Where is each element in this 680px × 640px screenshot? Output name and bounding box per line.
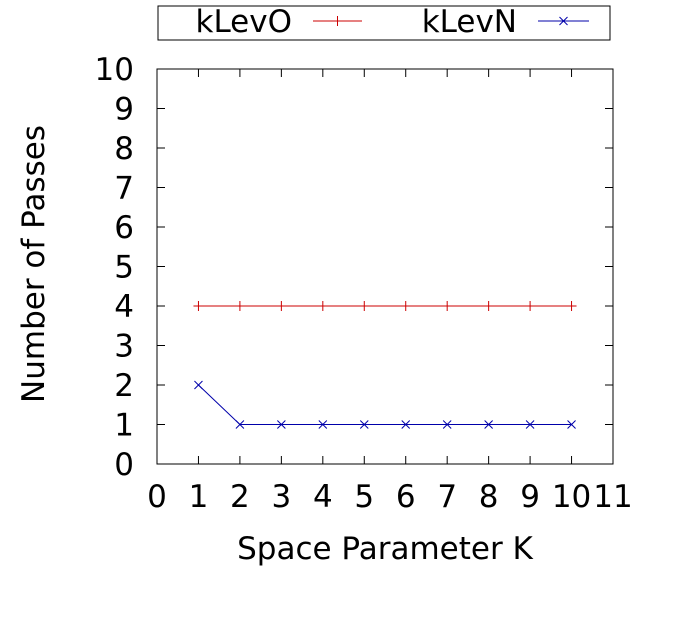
legend-marker xyxy=(559,16,568,26)
y-axis: 01 23 45 67 89 10 xyxy=(95,52,613,483)
y-tick-label: 5 xyxy=(114,250,134,286)
x-axis: 0 1 2 3 4 5 6 7 8 9 10 11 xyxy=(147,69,633,515)
y-tick-label: 2 xyxy=(114,368,134,404)
data-point-kLevO xyxy=(566,301,577,311)
y-tick-label: 7 xyxy=(114,171,134,207)
legend: kLevO kLevN xyxy=(196,4,589,40)
legend-label: kLevO xyxy=(196,4,293,40)
data-point-kLevO xyxy=(234,301,245,311)
y-tick-label: 6 xyxy=(114,210,134,246)
x-tick-label: 2 xyxy=(230,479,250,515)
plot-area xyxy=(193,301,577,429)
y-axis-title: Number of Passes xyxy=(16,125,52,403)
x-tick-label: 8 xyxy=(479,479,499,515)
x-tick-label: 4 xyxy=(313,479,333,515)
series-line-kLevN xyxy=(198,384,572,425)
legend-item-kLevO: kLevO xyxy=(196,4,362,40)
legend-label: kLevN xyxy=(422,4,517,40)
data-point-kLevO xyxy=(442,301,453,311)
data-point-kLevN xyxy=(318,420,328,429)
data-point-kLevO xyxy=(276,301,287,311)
data-point-kLevN xyxy=(401,420,411,429)
data-point-kLevN xyxy=(442,420,452,429)
y-tick-label: 8 xyxy=(114,131,134,167)
x-axis-title: Space Parameter K xyxy=(237,531,533,567)
data-point-kLevN xyxy=(484,420,493,429)
x-tick-label: 3 xyxy=(271,479,291,515)
y-tick-label: 0 xyxy=(114,447,134,483)
data-point-kLevN xyxy=(235,420,245,429)
data-point-kLevN xyxy=(277,420,286,429)
x-tick-label: 11 xyxy=(593,479,632,515)
data-point-kLevN xyxy=(194,380,203,390)
data-point-kLevN xyxy=(359,420,369,429)
y-tick-label: 9 xyxy=(114,92,134,128)
y-tick-label: 4 xyxy=(114,289,134,325)
plot-frame xyxy=(156,68,614,465)
legend-item-kLevN: kLevN xyxy=(422,4,589,40)
x-tick-label: 10 xyxy=(552,479,591,515)
data-point-kLevO xyxy=(193,301,204,311)
legend-box xyxy=(157,5,611,41)
data-point-kLevO xyxy=(400,301,411,311)
x-tick-label: 0 xyxy=(147,479,167,515)
x-tick-label: 9 xyxy=(520,479,540,515)
x-tick-label: 7 xyxy=(437,479,457,515)
legend-marker xyxy=(332,16,343,26)
data-point-kLevN xyxy=(567,420,576,429)
y-tick-label: 3 xyxy=(114,329,134,365)
y-tick-label: 10 xyxy=(95,52,134,88)
x-tick-label: 1 xyxy=(189,479,209,515)
data-point-kLevO xyxy=(359,301,370,311)
y-tick-label: 1 xyxy=(114,408,134,444)
data-point-kLevO xyxy=(525,301,536,311)
data-point-kLevO xyxy=(317,301,328,311)
x-tick-label: 5 xyxy=(354,479,374,515)
x-tick-label: 6 xyxy=(396,479,416,515)
data-point-kLevO xyxy=(483,301,494,311)
data-point-kLevN xyxy=(525,420,535,429)
